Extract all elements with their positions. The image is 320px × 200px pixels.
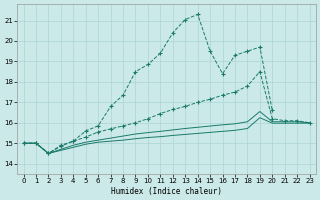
X-axis label: Humidex (Indice chaleur): Humidex (Indice chaleur) xyxy=(111,187,222,196)
